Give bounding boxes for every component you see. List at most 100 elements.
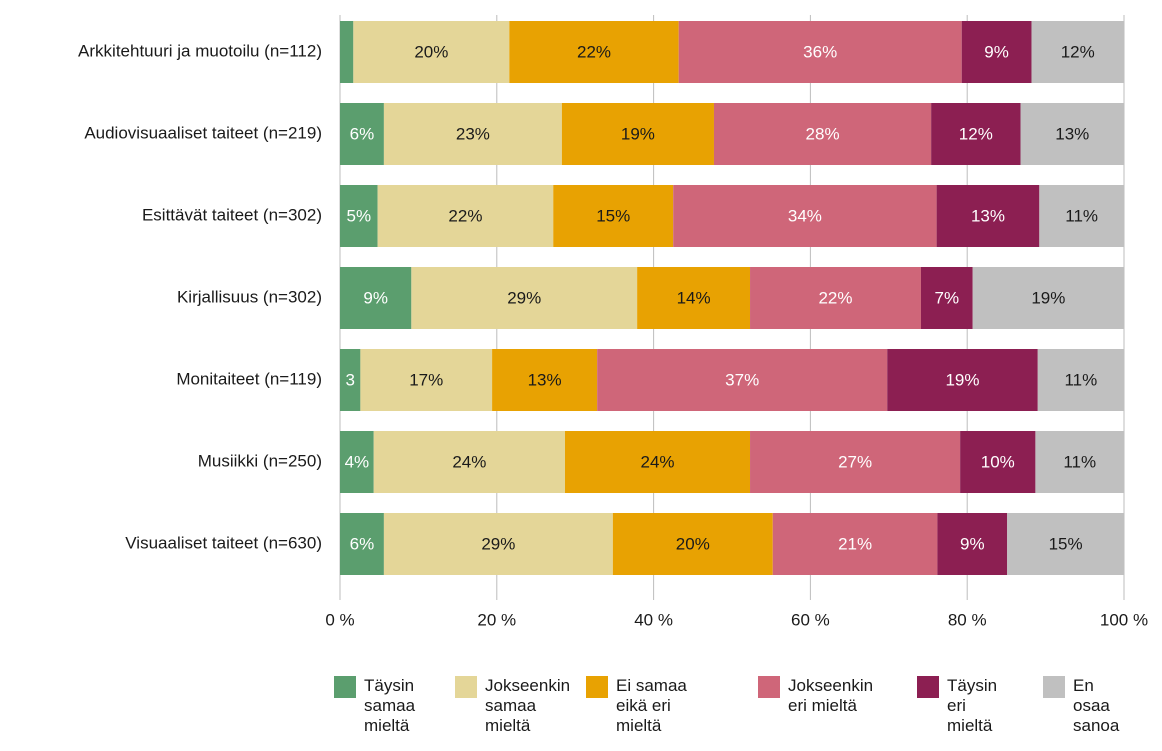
- bar-segment: [373, 431, 566, 493]
- legend-item: Jokseenkin eri mieltä: [758, 676, 892, 716]
- legend-swatch: [917, 676, 939, 698]
- legend-item: En osaa sanoa: [1043, 676, 1119, 736]
- bar-segment: [936, 185, 1040, 247]
- bar-segment: [960, 431, 1036, 493]
- category-label: Visuaaliset taiteet (n=630): [125, 533, 322, 552]
- bar-segment: [673, 185, 937, 247]
- legend: Täysin samaa mieltä Jokseenkin samaa miel…: [0, 676, 1162, 751]
- bar-segment: [637, 267, 751, 329]
- value-label: 12%: [959, 124, 993, 143]
- legend-swatch: [334, 676, 356, 698]
- bar-segment: [1035, 431, 1124, 493]
- legend-swatch: [586, 676, 608, 698]
- bar-segment: [383, 103, 562, 165]
- bar-segment: [972, 267, 1124, 329]
- value-label: 22%: [448, 206, 482, 225]
- value-label: 15%: [1049, 534, 1083, 553]
- value-label: 29%: [507, 288, 541, 307]
- x-tick-label: 80 %: [948, 610, 987, 629]
- value-label: 7%: [935, 288, 960, 307]
- bar-segment: [340, 431, 374, 493]
- value-label: 3: [345, 370, 354, 389]
- legend-swatch: [1043, 676, 1065, 698]
- bar-segment: [340, 21, 354, 83]
- value-label: 13%: [528, 370, 562, 389]
- value-label: 21%: [838, 534, 872, 553]
- legend-item: Täysin eri mieltä: [917, 676, 1005, 736]
- legend-item: Ei samaa eikä eri mieltä: [586, 676, 702, 736]
- value-label: 14%: [677, 288, 711, 307]
- legend-label: Jokseenkin samaa mieltä: [485, 676, 571, 735]
- bar-segment: [340, 349, 361, 411]
- value-label: 11%: [1064, 370, 1097, 389]
- value-label: 29%: [481, 534, 515, 553]
- value-label: 27%: [838, 452, 872, 471]
- value-label: 20%: [676, 534, 710, 553]
- bar-segment: [597, 349, 888, 411]
- value-label: 12%: [1061, 42, 1095, 61]
- category-label: Esittävät taiteet (n=302): [142, 205, 322, 224]
- x-tick-label: 20 %: [477, 610, 516, 629]
- legend-swatch: [455, 676, 477, 698]
- value-label: 22%: [818, 288, 852, 307]
- value-label: 6%: [350, 534, 375, 553]
- legend-label: Jokseenkin eri mieltä: [788, 676, 874, 715]
- value-label: 17%: [409, 370, 443, 389]
- legend-swatch: [758, 676, 780, 698]
- value-label: 34%: [788, 206, 822, 225]
- bar-segment: [340, 267, 412, 329]
- value-label: 9%: [363, 288, 388, 307]
- value-label: 13%: [1055, 124, 1089, 143]
- value-label: 9%: [984, 42, 1009, 61]
- bar-segment: [492, 349, 598, 411]
- legend-item: Jokseenkin samaa mieltä: [455, 676, 585, 736]
- bar-segment: [353, 21, 510, 83]
- x-tick-label: 60 %: [791, 610, 830, 629]
- bar-segment: [377, 185, 554, 247]
- bar-segment: [553, 185, 674, 247]
- legend-label: Täysin samaa mieltä: [364, 676, 416, 735]
- value-label: 10%: [981, 452, 1015, 471]
- value-label: 19%: [1031, 288, 1065, 307]
- value-label: 23%: [456, 124, 490, 143]
- value-label: 24%: [641, 452, 675, 471]
- bar-segment: [713, 103, 932, 165]
- value-label: 22%: [577, 42, 611, 61]
- value-label: 13%: [971, 206, 1005, 225]
- bar-segment: [360, 349, 493, 411]
- bar-segment: [1020, 103, 1124, 165]
- bar-segment: [561, 103, 714, 165]
- category-label: Musiikki (n=250): [198, 451, 322, 470]
- bar-segment: [612, 513, 773, 575]
- bar-segment: [961, 21, 1032, 83]
- value-label: 4%: [345, 452, 370, 471]
- x-tick-label: 0 %: [325, 610, 354, 629]
- value-label: 36%: [803, 42, 837, 61]
- value-label: 11%: [1065, 206, 1098, 225]
- value-label: 6%: [350, 124, 375, 143]
- bar-segment: [1037, 349, 1124, 411]
- value-label: 11%: [1063, 452, 1096, 471]
- value-label: 24%: [452, 452, 486, 471]
- bar-segment: [509, 21, 679, 83]
- bar-segment: [340, 513, 384, 575]
- x-tick-label: 100 %: [1100, 610, 1148, 629]
- value-label: 9%: [960, 534, 985, 553]
- value-label: 37%: [725, 370, 759, 389]
- chart: 0 % 20 % 40 % 60 % 80 % 100 % Arkkitehtuuri ja…: [78, 15, 1148, 629]
- category-label: Kirjallisuus (n=302): [177, 287, 322, 306]
- bar-segment: [937, 513, 1008, 575]
- legend-label: Täysin eri mieltä: [947, 676, 998, 735]
- bar-segment: [340, 185, 378, 247]
- legend-label: Ei samaa eikä eri mieltä: [616, 676, 687, 735]
- bar-segment: [887, 349, 1038, 411]
- bar-segment: [383, 513, 613, 575]
- legend-item: Täysin samaa mieltä: [334, 676, 426, 736]
- value-label: 28%: [806, 124, 840, 143]
- bar-segment: [340, 103, 384, 165]
- value-label: 19%: [945, 370, 979, 389]
- value-label: 19%: [621, 124, 655, 143]
- x-tick-label: 40 %: [634, 610, 673, 629]
- bar-segment: [565, 431, 751, 493]
- category-label: Arkkitehtuuri ja muotoilu (n=112): [78, 41, 322, 60]
